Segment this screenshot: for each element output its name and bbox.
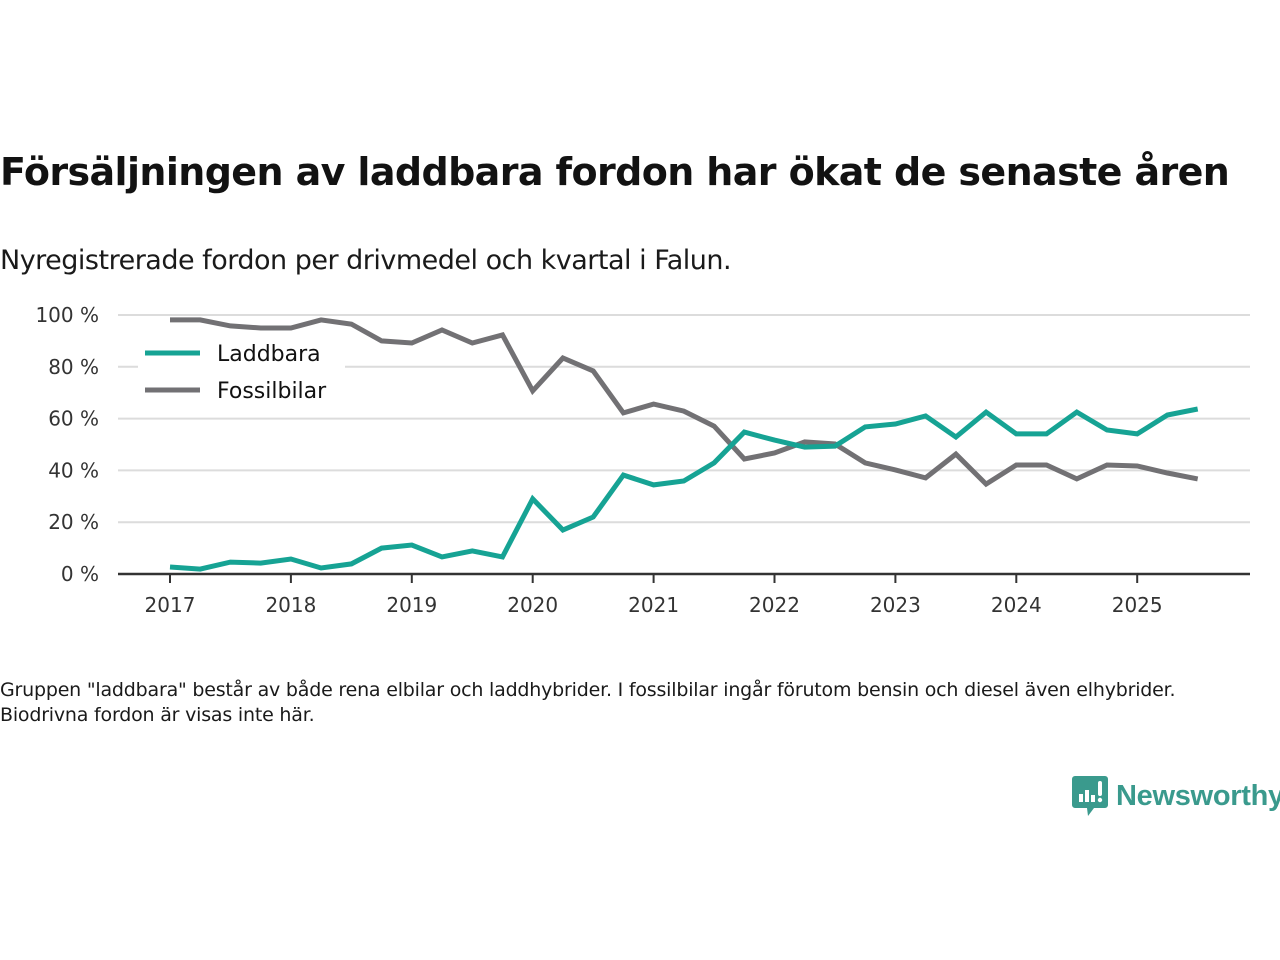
chart-subtitle: Nyregistrerade fordon per drivmedel och …	[0, 245, 732, 276]
x-tick-label: 2021	[628, 593, 679, 617]
y-tick-label: 40 %	[48, 458, 99, 482]
legend: Laddbara Fossilbilar	[138, 333, 345, 409]
y-tick-label: 0 %	[61, 562, 99, 586]
x-tick-label: 2023	[870, 593, 921, 617]
y-tick-label: 80 %	[48, 355, 99, 379]
series-lines	[169, 317, 1199, 572]
y-tick-label: 60 %	[48, 407, 99, 431]
chart-title: Försäljningen av laddbara fordon har öka…	[0, 150, 1230, 194]
x-tick-label: 2022	[749, 593, 800, 617]
x-axis: 2017 2018 2019 2020 2021 2022 2023 2024 2025	[118, 572, 1250, 617]
x-tick-label: 2017	[145, 593, 196, 617]
series-line-laddbara	[169, 406, 1199, 572]
line-chart: 0 % 20 % 40 % 60 % 80 % 100 % 2017 2018 2019 202…	[35, 303, 1250, 617]
legend-background	[138, 333, 345, 409]
y-axis: 0 % 20 % 40 % 60 % 80 % 100 %	[35, 303, 99, 586]
footnote: Gruppen "laddbara" består av både rena e…	[0, 679, 1176, 726]
y-tick-label: 20 %	[48, 510, 99, 534]
legend-label-laddbara: Laddbara	[217, 342, 321, 367]
x-tick-label: 2018	[265, 593, 316, 617]
x-tick-label: 2019	[386, 593, 437, 617]
newsworthy-logo-icon	[1072, 776, 1108, 816]
series-line-fossilbilar	[170, 317, 1199, 488]
legend-label-fossilbilar: Fossilbilar	[217, 379, 327, 404]
x-tick-label: 2024	[991, 593, 1042, 617]
brand-logo[interactable]: Newsworthy	[1072, 776, 1280, 816]
y-tick-label: 100 %	[35, 303, 99, 327]
x-tick-label: 2020	[507, 593, 558, 617]
x-tick-label: 2025	[1112, 593, 1163, 617]
brand-name: Newsworthy	[1116, 779, 1280, 812]
